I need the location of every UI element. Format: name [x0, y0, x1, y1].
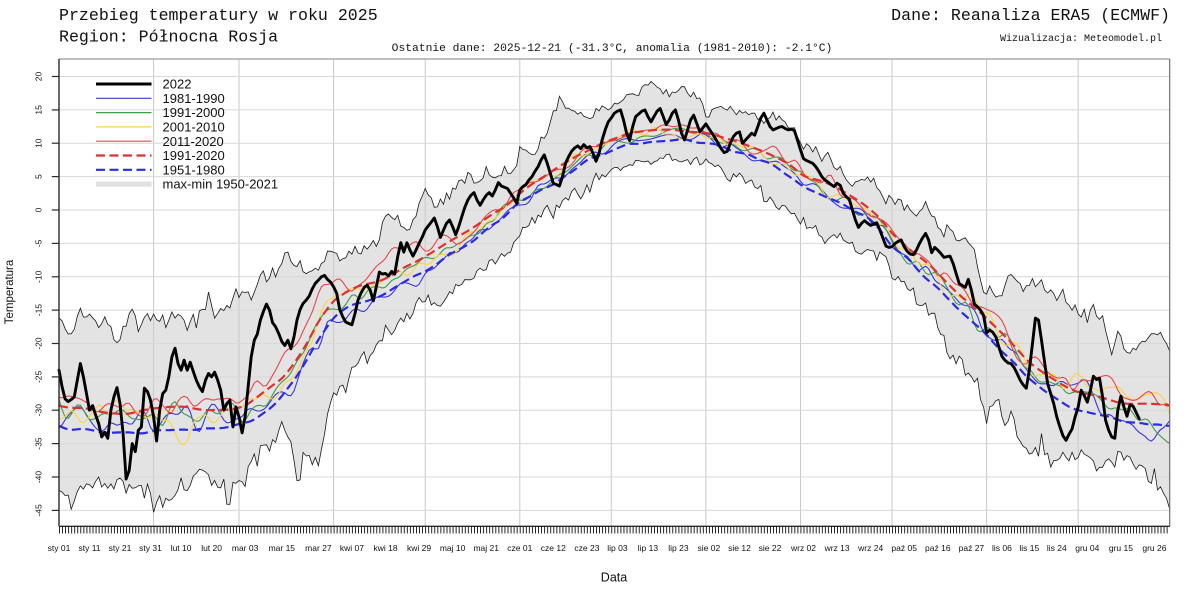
svg-text:kwi 29: kwi 29: [407, 543, 431, 553]
svg-text:lip 03: lip 03: [607, 543, 628, 553]
svg-text:paź 16: paź 16: [925, 543, 951, 553]
svg-text:sty 11: sty 11: [78, 543, 100, 553]
svg-text:cze 01: cze 01: [507, 543, 532, 553]
svg-text:Region: Północna Rosja: Region: Północna Rosja: [59, 28, 278, 47]
svg-text:Data: Data: [601, 571, 627, 585]
svg-text:lis 24: lis 24: [1047, 543, 1067, 553]
svg-text:max-min 1950-2021: max-min 1950-2021: [163, 177, 279, 192]
svg-text:gru 04: gru 04: [1075, 543, 1099, 553]
svg-text:wrz 02: wrz 02: [790, 543, 816, 553]
svg-text:lip 23: lip 23: [668, 543, 689, 553]
svg-text:paź 27: paź 27: [959, 543, 985, 553]
svg-text:Dane: Reanaliza ERA5 (ECMWF): Dane: Reanaliza ERA5 (ECMWF): [891, 6, 1170, 25]
svg-text:Ostatnie dane: 2025-12-21 (-31: Ostatnie dane: 2025-12-21 (-31.3°C, anom…: [392, 43, 833, 55]
svg-text:sty 01: sty 01: [48, 543, 71, 553]
svg-text:sty 21: sty 21: [109, 543, 132, 553]
svg-text:lis 15: lis 15: [1019, 543, 1039, 553]
svg-text:15: 15: [34, 105, 44, 115]
svg-text:lut 20: lut 20: [201, 543, 222, 553]
svg-text:Temperatura: Temperatura: [4, 259, 16, 324]
svg-text:kwi 07: kwi 07: [340, 543, 364, 553]
svg-text:1991-2020: 1991-2020: [163, 148, 225, 163]
svg-text:20: 20: [34, 72, 44, 82]
svg-text:paź 05: paź 05: [891, 543, 917, 553]
svg-text:maj 21: maj 21: [473, 543, 499, 553]
svg-text:gru 15: gru 15: [1109, 543, 1133, 553]
svg-text:mar 27: mar 27: [305, 543, 332, 553]
svg-text:Przebieg temperatury w roku 20: Przebieg temperatury w roku 2025: [59, 6, 378, 25]
svg-text:cze 12: cze 12: [541, 543, 566, 553]
svg-text:-40: -40: [34, 471, 44, 484]
svg-text:sie 12: sie 12: [728, 543, 751, 553]
svg-text:maj 10: maj 10: [440, 543, 466, 553]
svg-text:gru 26: gru 26: [1142, 543, 1166, 553]
svg-text:lip 13: lip 13: [638, 543, 659, 553]
svg-text:Wizualizacja: Meteomodel.pl: Wizualizacja: Meteomodel.pl: [1000, 33, 1162, 45]
svg-text:cze 23: cze 23: [574, 543, 599, 553]
svg-text:lut 10: lut 10: [171, 543, 192, 553]
svg-text:0: 0: [34, 207, 44, 212]
svg-text:1951-1980: 1951-1980: [163, 162, 225, 177]
svg-text:kwi 18: kwi 18: [373, 543, 397, 553]
svg-text:-5: -5: [34, 239, 44, 247]
svg-text:10: 10: [34, 138, 44, 148]
svg-text:-30: -30: [34, 404, 44, 417]
svg-text:-10: -10: [34, 270, 44, 283]
svg-text:-20: -20: [34, 337, 44, 350]
svg-text:2001-2010: 2001-2010: [163, 120, 225, 135]
svg-text:sie 02: sie 02: [698, 543, 721, 553]
svg-text:mar 15: mar 15: [269, 543, 296, 553]
svg-text:-45: -45: [34, 504, 44, 517]
svg-text:wrz 13: wrz 13: [824, 543, 850, 553]
svg-text:5: 5: [34, 174, 44, 179]
svg-text:lis 06: lis 06: [992, 543, 1012, 553]
svg-text:2011-2020: 2011-2020: [163, 134, 224, 149]
svg-text:-15: -15: [34, 304, 44, 317]
svg-text:sty 31: sty 31: [139, 543, 162, 553]
svg-text:1991-2000: 1991-2000: [163, 105, 225, 120]
svg-text:-25: -25: [34, 370, 44, 383]
svg-text:2022: 2022: [163, 77, 192, 92]
svg-text:wrz 24: wrz 24: [857, 543, 883, 553]
svg-text:-35: -35: [34, 437, 44, 450]
svg-text:sie 22: sie 22: [759, 543, 782, 553]
svg-text:1981-1990: 1981-1990: [163, 91, 225, 106]
svg-text:mar 03: mar 03: [232, 543, 259, 553]
